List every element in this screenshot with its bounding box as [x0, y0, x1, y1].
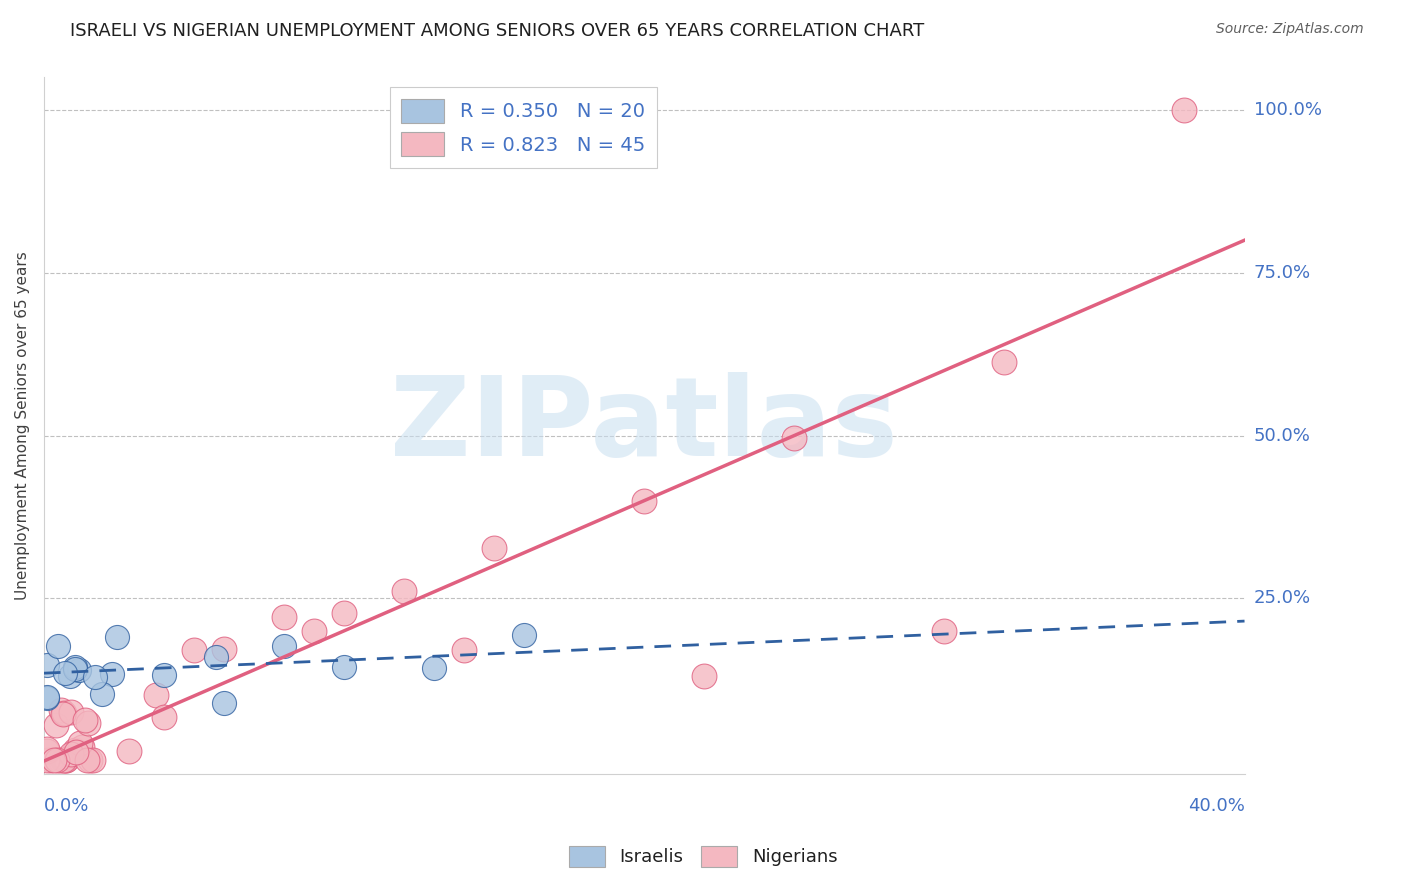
Text: ZIPatlas: ZIPatlas: [391, 372, 898, 479]
Text: 25.0%: 25.0%: [1254, 590, 1310, 607]
Point: [513, 628, 536, 642]
Point: [76, 753, 98, 767]
Point: [63, 660, 86, 674]
Point: [52, 706, 75, 721]
Legend: R = 0.350   N = 20, R = 0.823   N = 45: R = 0.350 N = 20, R = 0.823 N = 45: [389, 87, 657, 168]
Point: [482, 541, 505, 555]
Point: [79, 753, 101, 767]
Point: [273, 610, 295, 624]
Text: 0.0%: 0.0%: [44, 797, 89, 815]
Point: [693, 669, 716, 683]
Point: [72, 739, 94, 754]
Point: [59, 705, 82, 719]
Point: [453, 643, 475, 657]
Point: [69, 735, 91, 749]
Point: [59, 747, 82, 762]
Point: [39, 753, 62, 767]
Point: [153, 710, 176, 724]
Point: [633, 494, 655, 508]
Point: [49, 702, 72, 716]
Point: [1173, 103, 1195, 117]
Point: [75, 713, 97, 727]
Point: [84, 670, 107, 684]
Point: [67, 663, 90, 677]
Y-axis label: Unemployment Among Seniors over 65 years: Unemployment Among Seniors over 65 years: [15, 252, 30, 600]
Point: [37, 657, 59, 672]
Point: [42, 753, 65, 767]
Text: ISRAELI VS NIGERIAN UNEMPLOYMENT AMONG SENIORS OVER 65 YEARS CORRELATION CHART: ISRAELI VS NIGERIAN UNEMPLOYMENT AMONG S…: [70, 22, 925, 40]
Point: [35, 753, 58, 767]
Point: [55, 753, 77, 767]
Point: [52, 753, 75, 767]
Point: [48, 753, 70, 767]
Point: [90, 687, 112, 701]
Text: 100.0%: 100.0%: [1254, 101, 1322, 119]
Point: [52, 753, 75, 767]
Text: 50.0%: 50.0%: [1254, 426, 1310, 444]
Point: [55, 753, 77, 767]
Point: [302, 624, 325, 638]
Point: [44, 718, 66, 732]
Point: [333, 660, 356, 674]
Point: [783, 430, 806, 444]
Point: [82, 753, 104, 767]
Point: [183, 643, 205, 657]
Text: 40.0%: 40.0%: [1188, 797, 1244, 815]
Point: [77, 715, 100, 730]
Text: 75.0%: 75.0%: [1254, 264, 1310, 282]
Point: [333, 607, 356, 621]
Point: [212, 696, 235, 710]
Point: [35, 690, 58, 704]
Legend: Israelis, Nigerians: Israelis, Nigerians: [561, 838, 845, 874]
Point: [46, 639, 69, 653]
Point: [212, 642, 235, 657]
Point: [153, 667, 176, 681]
Point: [65, 745, 87, 759]
Point: [35, 742, 58, 756]
Point: [37, 744, 59, 758]
Point: [118, 744, 141, 758]
Point: [63, 743, 86, 757]
Point: [37, 690, 59, 705]
Point: [52, 706, 75, 721]
Point: [46, 753, 69, 767]
Text: Source: ZipAtlas.com: Source: ZipAtlas.com: [1216, 22, 1364, 37]
Point: [145, 689, 167, 703]
Point: [993, 355, 1015, 369]
Point: [59, 669, 82, 683]
Point: [204, 649, 226, 664]
Point: [63, 662, 86, 676]
Point: [273, 639, 295, 653]
Point: [55, 665, 77, 680]
Point: [934, 624, 956, 638]
Point: [392, 583, 415, 598]
Point: [101, 667, 124, 681]
Point: [423, 661, 446, 675]
Point: [105, 630, 128, 644]
